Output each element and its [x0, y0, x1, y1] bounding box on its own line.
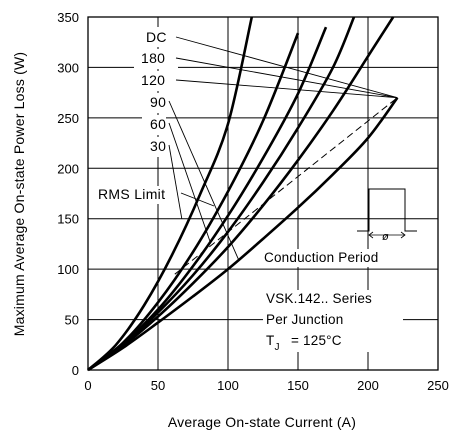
device-series-note: VSK.142.. Series [266, 291, 372, 306]
tj-subscript: J [274, 342, 279, 353]
leader-line [175, 79, 398, 99]
junction-note: Per Junction [266, 312, 343, 327]
leader-line [168, 144, 183, 219]
y-tick-label: 350 [57, 10, 79, 25]
series-line-180 [87, 16, 395, 372]
label-background [138, 27, 178, 47]
tj-value: = 125°C [291, 333, 342, 348]
leader-line [175, 36, 398, 99]
series-label-30: 30 [150, 138, 166, 154]
conduction-angle-symbol: ø [382, 231, 389, 243]
x-tick-label: 50 [151, 378, 165, 393]
y-axis-title: Maximum Average On-state Power Loss (W) [11, 52, 27, 337]
rms-limit-line [174, 97, 398, 275]
leader-line [168, 100, 240, 262]
series-layer [87, 16, 399, 372]
rms-leader-line [180, 192, 215, 207]
tick-labels: 0 50 100 150 200 250 0 50 100 150 200 250 300 350 [57, 10, 449, 393]
label-background [142, 115, 166, 135]
series-line-dc [87, 96, 399, 372]
label-background [142, 137, 166, 157]
y-tick-label: 150 [57, 212, 79, 227]
x-tick-label: 200 [357, 378, 379, 393]
conduction-period-label: Conduction Period [264, 250, 378, 265]
x-tick-label: 150 [287, 378, 309, 393]
y-tick-label: 200 [57, 161, 79, 176]
y-tick-label: 250 [57, 111, 79, 126]
x-tick-label: 250 [427, 378, 449, 393]
label-background [134, 49, 178, 69]
leader-lines [168, 36, 398, 262]
label-background [262, 249, 410, 267]
series-label-dc: DC [146, 29, 167, 45]
conduction-period-symbol [357, 188, 417, 239]
label-background [263, 290, 403, 352]
leader-line [175, 57, 398, 99]
annotation-backgrounds [95, 27, 410, 352]
y-tick-label: 0 [72, 363, 79, 378]
label-background [142, 93, 166, 113]
label-background [134, 71, 178, 91]
y-tick-label: 50 [65, 313, 79, 328]
x-tick-label: 0 [84, 378, 91, 393]
leader-line [168, 122, 211, 242]
rms-limit-label: RMS Limit [98, 186, 165, 202]
label-background [95, 186, 183, 204]
plot-frame [87, 16, 439, 371]
tj-symbol: T [266, 333, 274, 348]
junction-temperature-note: TJ = 125°C [266, 333, 342, 353]
series-label-60: 60 [150, 116, 166, 132]
x-tick-label: 100 [217, 378, 239, 393]
y-tick-label: 300 [57, 60, 79, 75]
y-tick-label: 100 [57, 262, 79, 277]
series-line-30 [87, 16, 254, 371]
series-label-90: 90 [150, 94, 166, 110]
x-axis-title: Average On-state Current (A) [168, 414, 356, 430]
series-label-180: 180 [141, 50, 165, 66]
series-line-60 [87, 32, 300, 372]
series-label-120: 120 [141, 72, 165, 88]
